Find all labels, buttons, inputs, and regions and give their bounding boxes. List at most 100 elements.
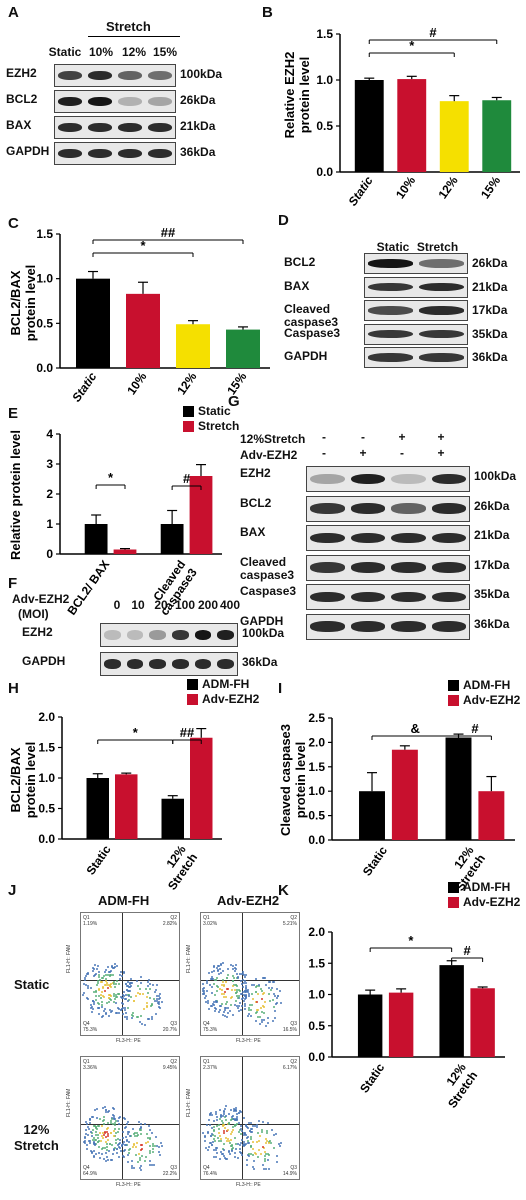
event-dot	[223, 1107, 226, 1110]
blot-band	[391, 473, 426, 485]
event-dot	[99, 1117, 102, 1120]
event-dot	[229, 996, 232, 999]
x-tick-label: Static	[357, 1060, 387, 1095]
event-dot	[256, 993, 259, 996]
stretch-group-line	[88, 36, 180, 37]
event-dot	[143, 1123, 146, 1126]
event-dot	[118, 1142, 121, 1145]
event-dot	[246, 1142, 249, 1145]
event-dot	[104, 1140, 107, 1143]
event-dot	[215, 1118, 218, 1121]
event-dot	[231, 1150, 234, 1153]
event-dot	[246, 1163, 249, 1166]
legend-label: Adv-EZH2	[463, 895, 521, 909]
event-dot	[209, 984, 212, 987]
event-dot	[100, 1152, 103, 1155]
event-dot	[109, 1159, 112, 1162]
blot-row-label: EZH2	[240, 466, 271, 480]
event-dot	[85, 984, 88, 986]
event-dot	[232, 1126, 235, 1129]
event-dot	[269, 1142, 272, 1145]
y-axis-label: BCL2/BAXprotein level	[8, 265, 38, 342]
event-dot	[265, 1141, 268, 1144]
cond-row-label: Adv-EZH2	[240, 448, 298, 462]
event-dot	[252, 983, 255, 986]
event-dot	[109, 985, 112, 988]
event-dot	[97, 1134, 100, 1137]
bar	[226, 329, 260, 368]
col-label: 12%	[121, 45, 147, 59]
event-dot	[225, 1130, 228, 1132]
bar	[482, 100, 512, 172]
x-tick-label: Static	[360, 843, 390, 878]
event-dot	[118, 973, 121, 976]
event-dot	[136, 979, 139, 982]
significance-mark: *	[408, 933, 414, 948]
event-dot	[141, 1022, 144, 1025]
event-dot	[268, 1167, 271, 1170]
y-tick-label: 0.5	[36, 316, 53, 330]
event-dot	[159, 1007, 162, 1010]
event-dot	[211, 1114, 214, 1117]
kda-label: 21kDa	[474, 528, 510, 542]
cond-row-label: 12%Stretch	[240, 432, 306, 446]
event-dot	[237, 1143, 240, 1146]
event-dot	[243, 1117, 246, 1120]
bar	[126, 293, 160, 368]
event-dot	[237, 995, 240, 998]
y-tick-label: 2.0	[308, 735, 325, 749]
event-dot	[222, 1121, 225, 1124]
bar	[445, 737, 472, 840]
event-dot	[221, 992, 224, 995]
event-dot	[243, 994, 246, 997]
event-dot	[275, 1133, 278, 1136]
event-dot	[113, 1148, 116, 1151]
kda-label: 36kDa	[472, 350, 508, 364]
event-dot	[130, 981, 133, 984]
event-dot	[109, 1121, 112, 1124]
blot-band	[391, 562, 426, 573]
event-dot	[245, 1126, 248, 1129]
blot-band	[149, 659, 166, 669]
event-dot	[257, 1140, 260, 1143]
event-dot	[100, 977, 103, 980]
event-dot	[224, 1105, 227, 1108]
event-dot	[205, 1123, 208, 1126]
significance-mark: #	[464, 943, 472, 958]
x-tick-label: BCL2/ BAX	[64, 558, 112, 618]
blot-row-label: BAX	[284, 278, 310, 293]
legend-label: Adv-EZH2	[463, 693, 521, 707]
event-dot	[130, 984, 133, 987]
blot-strip	[306, 554, 470, 581]
cond-sign: +	[437, 446, 445, 460]
event-dot	[226, 967, 229, 970]
event-dot	[234, 1143, 237, 1146]
event-dot	[220, 1002, 223, 1005]
event-dot	[158, 1006, 161, 1009]
event-dot	[101, 994, 104, 997]
event-dot	[230, 988, 233, 991]
event-dot	[266, 1139, 268, 1142]
event-dot	[117, 1120, 119, 1123]
event-dot	[255, 985, 258, 988]
event-dot	[82, 1140, 85, 1143]
event-dot	[215, 1125, 218, 1128]
event-dot	[201, 992, 204, 995]
event-dot	[255, 986, 258, 989]
event-dot	[214, 1007, 217, 1010]
event-dot	[123, 972, 126, 975]
blot-strip	[54, 116, 176, 139]
blot-band	[391, 591, 426, 603]
event-dot	[246, 990, 249, 993]
blot-strip	[306, 613, 470, 640]
cond-sign: +	[359, 446, 367, 460]
x-tick-label: 12%Stretch	[154, 842, 201, 892]
event-dot	[233, 1109, 236, 1112]
event-dot	[235, 1000, 238, 1003]
event-dot	[116, 1143, 119, 1146]
event-dot	[129, 989, 132, 992]
event-dot	[228, 1152, 231, 1155]
event-dot	[93, 1150, 96, 1153]
event-dot	[94, 1134, 97, 1137]
event-dot	[96, 1128, 99, 1131]
